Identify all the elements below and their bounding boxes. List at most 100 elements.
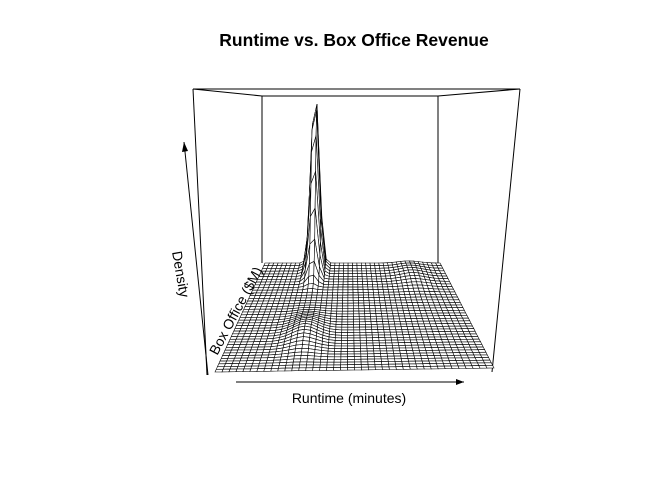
surface-facet [334, 342, 342, 347]
surface-facet [374, 305, 382, 309]
surface-facet [417, 320, 425, 325]
surface-facet [462, 317, 471, 322]
surface-facet [337, 294, 344, 299]
surface-facet [353, 332, 361, 336]
surface-facet [305, 367, 314, 371]
surface-facet [328, 278, 335, 283]
surface-facet [420, 331, 428, 335]
surface-facet [374, 267, 381, 272]
surface-facet [320, 358, 328, 363]
surface-facet [311, 294, 318, 299]
surface-facet [374, 361, 383, 365]
surface-facet [347, 302, 354, 307]
surface-facet [294, 297, 302, 302]
surface-facet [374, 265, 380, 269]
surface-facet [299, 361, 308, 366]
surface-facet [353, 342, 361, 347]
surface-facet [341, 332, 349, 336]
surface-facet [342, 281, 349, 285]
surface-facet [343, 262, 349, 267]
surface-facet [340, 350, 348, 355]
surface-facet [393, 355, 402, 360]
surface-facet [347, 342, 355, 347]
surface-facet [365, 334, 373, 339]
surface-facet [475, 344, 484, 348]
surface-facet [420, 334, 429, 338]
surface-facet [362, 283, 369, 288]
surface-facet [370, 321, 378, 325]
surface-facet [404, 318, 412, 322]
surface-facet [366, 275, 373, 280]
surface-facet [367, 361, 376, 365]
surface-facet [347, 356, 355, 360]
surface-facet [342, 297, 349, 301]
surface-facet [352, 270, 358, 275]
surface-facet [238, 360, 248, 364]
surface-facet [408, 360, 417, 365]
surface-facet [353, 348, 362, 352]
surface-facet [388, 291, 395, 296]
surface-facet [443, 365, 453, 370]
surface-facet [347, 270, 354, 275]
surface-facet [366, 340, 374, 344]
surface-facet [341, 334, 349, 339]
surface-facet [334, 262, 340, 267]
surface-facet [394, 360, 403, 365]
surface-facet [358, 316, 366, 320]
surface-facet [393, 353, 402, 357]
surface-facet [419, 352, 428, 357]
surface-facet [416, 339, 425, 343]
surface-facet [390, 334, 398, 338]
surface-facet [399, 350, 408, 354]
surface-facet [365, 337, 374, 341]
surface-facet [338, 262, 345, 267]
surface-facet [313, 355, 322, 360]
surface-facet [367, 364, 376, 368]
surface-facet [416, 366, 425, 370]
surface-facet [442, 362, 452, 367]
surface-facet [369, 305, 376, 309]
surface-facet [353, 318, 360, 323]
surface-facet [392, 347, 401, 352]
surface-facet [385, 345, 394, 349]
surface-facet [384, 334, 392, 338]
surface-facet [306, 361, 315, 366]
surface-facet [334, 351, 342, 355]
surface-facet [383, 294, 391, 298]
surface-facet [408, 331, 416, 335]
surface-facet [450, 365, 460, 369]
surface-facet [423, 341, 432, 346]
surface-facet [254, 352, 264, 356]
surface-facet [364, 315, 372, 320]
surface-facet [480, 354, 490, 358]
surface-facet [338, 270, 344, 275]
surface-facet [377, 329, 385, 333]
surface-facet [327, 286, 334, 291]
surface-facet [360, 358, 369, 363]
surface-facet [327, 356, 335, 360]
surface-facet [401, 331, 410, 336]
surface-facet [347, 305, 354, 309]
surface-facet [369, 265, 376, 269]
surface-facet [358, 300, 365, 304]
surface-facet [386, 313, 394, 317]
surface-facet [298, 364, 307, 369]
surface-facet [424, 347, 433, 351]
surface-facet [436, 363, 445, 367]
surface-facet [412, 323, 420, 327]
surface-facet [341, 316, 349, 320]
surface-facet [415, 363, 424, 367]
surface-facet [336, 308, 343, 312]
surface-facet [336, 310, 343, 315]
surface-facet [353, 329, 361, 333]
surface-facet [356, 265, 362, 269]
surface-facet [473, 341, 483, 345]
surface-facet [307, 274, 315, 285]
surface-facet [375, 273, 382, 277]
surface-facet [335, 316, 343, 320]
surface-facet [459, 312, 468, 316]
surface-facet [333, 361, 342, 366]
surface-facet [376, 281, 383, 285]
surface-facet [249, 368, 259, 372]
surface-facet [391, 339, 399, 344]
